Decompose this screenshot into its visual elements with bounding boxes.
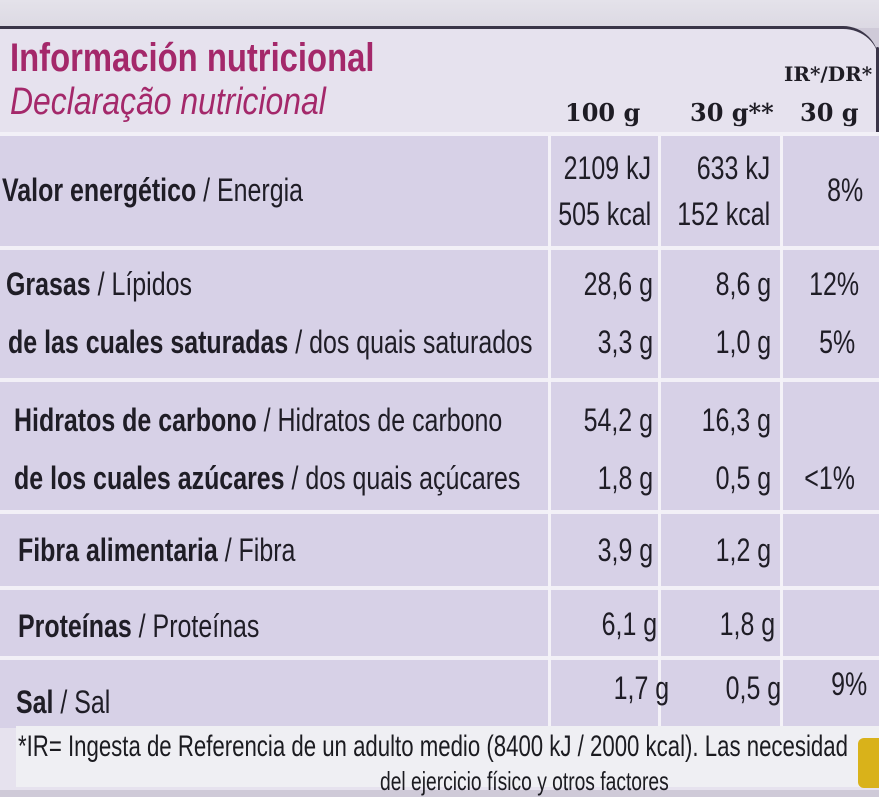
divider [0,246,879,250]
sugars-ir: <1% [804,460,855,496]
salt-30g: 0,5 g [725,670,781,706]
footnote-area [16,726,879,787]
row-label-salt: Sal / Sal [16,684,111,720]
divider [0,586,879,590]
divider [0,132,879,136]
row-label-saturated: de las cuales saturadas / dos quais satu… [8,324,533,360]
column-divider [658,136,661,728]
row-fibre-bg [0,514,879,586]
row-fats-bg [0,250,879,378]
divider [0,378,879,382]
energy-100g-kcal: 505 kcal [558,196,651,232]
footnote-text: *IR= Ingesta de Referencia de un adulto … [18,730,848,763]
package-yellow-edge [858,738,879,788]
protein-30g: 1,8 g [719,606,775,642]
row-salt-bg [0,660,879,728]
column-divider [780,136,783,728]
title-spanish: Información nutricional [10,36,375,80]
row-carbs-bg [0,382,879,510]
row-label-protein: Proteínas / Proteínas [18,608,260,644]
title-portuguese: Declaração nutricional [10,81,326,123]
energy-ir: 8% [826,172,863,208]
carbohydrates-100g: 54,2 g [583,402,653,438]
row-label-carbohydrates: Hidratos de carbono / Hidratos de carbon… [14,402,503,438]
fats-100g: 28,6 g [583,266,653,302]
row-label-energy: Valor energético / Energia [2,172,304,208]
energy-30g-kcal: 152 kcal [677,196,770,232]
salt-100g: 1,7 g [613,670,669,706]
row-label-sugars: de los cuales azúcares / dos quais açúca… [14,460,521,496]
salt-ir: 9% [830,666,867,702]
footnote-text-cut: del ejercicio físico y otros factores [380,766,669,796]
fats-30g: 8,6 g [715,266,771,302]
package-top-edge [0,0,879,28]
column-header-ir-dr: IR*/DR* [784,62,873,86]
sugars-30g: 0,5 g [715,460,771,496]
divider [0,510,879,514]
column-header-100g: 100 g [565,98,641,127]
energy-30g-kj: 633 kJ [696,150,770,186]
column-header-ir-30g: 30 g [800,98,859,127]
carbohydrates-30g: 16,3 g [701,402,771,438]
saturated-100g: 3,3 g [597,324,653,360]
row-energy-bg [0,136,879,248]
column-header-30g: 30 g** [690,98,774,127]
fats-ir: 12% [809,266,859,302]
sugars-100g: 1,8 g [597,460,653,496]
row-protein-bg [0,590,879,656]
protein-100g: 6,1 g [601,606,657,642]
divider [0,656,879,660]
saturated-30g: 1,0 g [715,324,771,360]
row-label-fibre: Fibra alimentaria / Fibra [18,532,296,568]
saturated-ir: 5% [818,324,855,360]
fibre-100g: 3,9 g [597,532,653,568]
column-divider [548,136,551,728]
fibre-30g: 1,2 g [715,532,771,568]
row-label-fats: Grasas / Lípidos [6,266,192,302]
energy-100g-kj: 2109 kJ [563,150,651,186]
